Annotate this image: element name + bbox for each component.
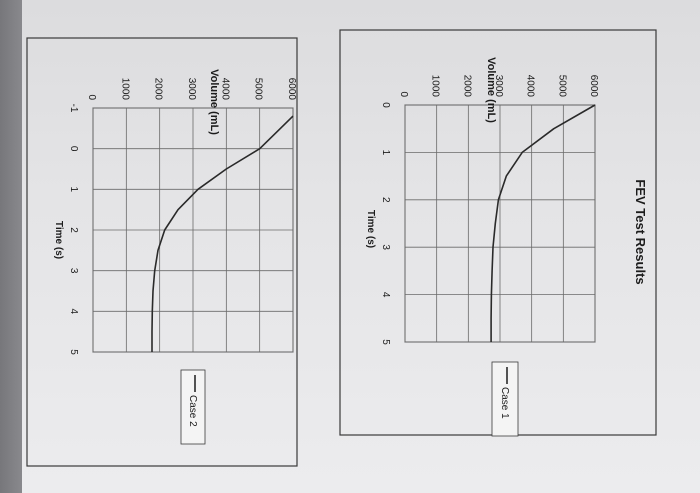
chart1-y-tick-labels: 0 1000 2000 3000 4000 5000 6000 [398,75,599,98]
chart2-x-tick-label: 1 [68,187,79,193]
chart2-y-tick-label: 4000 [219,78,230,101]
chart1-y-tick-label: 2000 [461,75,472,98]
chart2-y-tick-label: 5000 [253,78,264,101]
chart1-grid [404,104,596,343]
chart2-y-tick-label: 0 [86,94,97,100]
chart1-x-tick-label: 0 [380,102,391,108]
chart1-series [490,104,596,342]
chart1-x-tick-labels: 0 1 2 3 4 5 [380,102,391,345]
chart1-legend: Case 1 [491,361,519,437]
chart2-x-tick-label: 3 [68,268,79,274]
chart2-y-tick-label: 3000 [186,78,197,101]
chart1-x-tick-label: 3 [380,244,391,250]
chart1-legend-label: Case 1 [499,387,510,419]
chart1-y-tick-label: 0 [398,91,409,97]
chart2-y-tick-labels: 0 1000 2000 3000 4000 5000 6000 [86,78,297,101]
chart1-y-tick-label: 5000 [556,75,567,98]
chart1-y-tick-label: 6000 [588,75,599,98]
chart1-x-tick-label: 2 [380,197,391,203]
chart1-title: FEV Test Results [633,179,648,284]
chart2-y-axis-label: Volume (mL) [208,69,220,135]
chart1-y-axis-label: Volume (mL) [485,57,497,123]
chart2-series-line [151,115,294,352]
chart1-x-tick-label: 5 [380,339,391,345]
chart2-legend-box [180,369,206,445]
chart1-y-tick-label: 3000 [493,75,504,98]
chart2-x-tick-label: 4 [68,309,79,315]
chart2-grid [92,107,294,353]
paper-sheet [22,0,700,493]
chart2-series [151,115,294,352]
chart2-x-tick-label: -1 [68,104,79,113]
chart2-legend-label: Case 2 [187,395,198,427]
chart2-x-tick-label: 2 [68,227,79,233]
chart1-y-tick-label: 4000 [525,75,536,98]
chart1-x-tick-label: 1 [380,150,391,156]
chart2-y-tick-label: 6000 [286,78,297,101]
chart1-x-tick-label: 4 [380,292,391,298]
chart2-x-tick-labels: -1 0 1 2 3 4 5 [68,104,79,356]
chart1-x-axis-label: Time (s) [365,210,376,248]
chart2-frame [26,37,298,467]
chart2-legend: Case 2 [180,369,206,445]
chart2-y-tick-label: 2000 [153,78,164,101]
chart1-series-line [490,104,596,342]
chart1-y-tick-label: 1000 [430,75,441,98]
chart2-x-tick-label: 0 [68,146,79,152]
chart2-y-tick-label: 1000 [119,78,130,101]
chart1-legend-box [491,361,519,437]
chart2-x-axis-label: Time (s) [53,221,64,259]
chart2-x-tick-label: 5 [68,349,79,355]
